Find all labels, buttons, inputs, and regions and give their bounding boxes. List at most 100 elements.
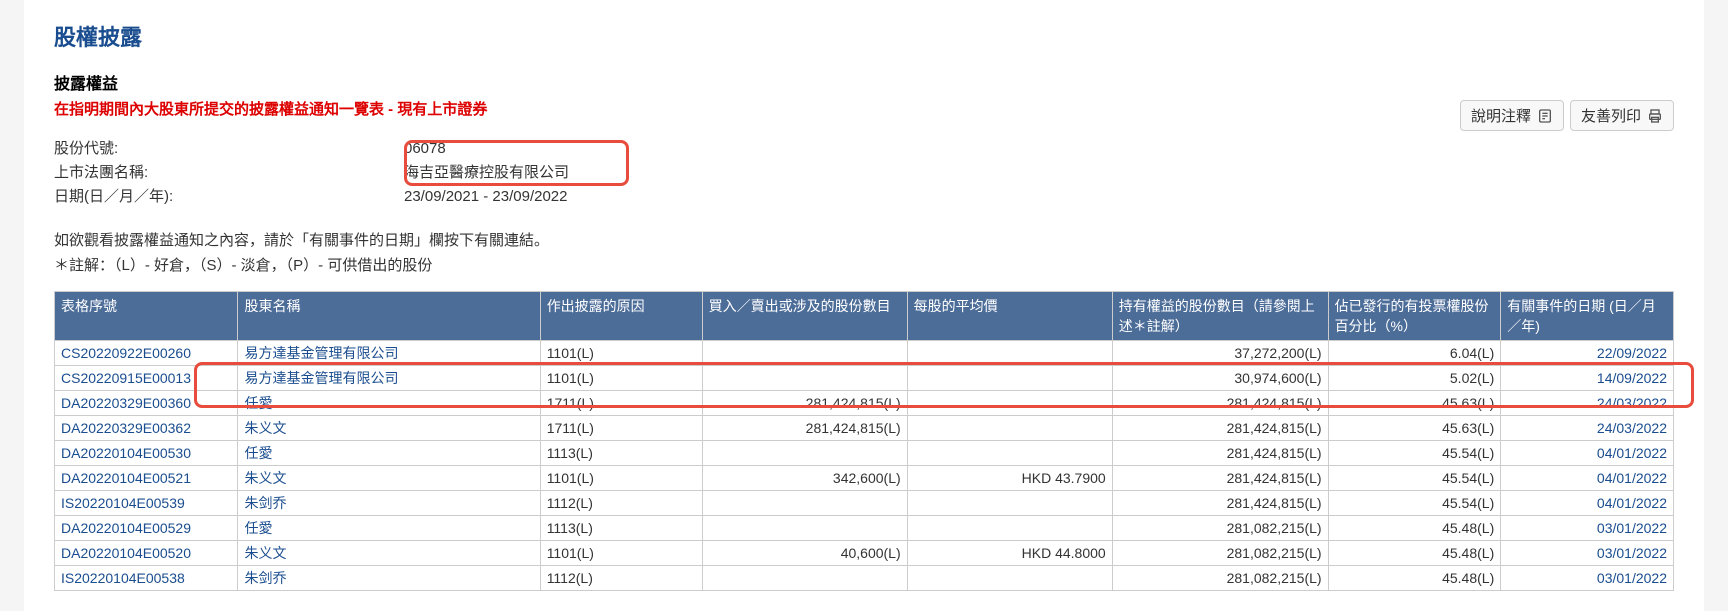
cell-form-no: CS20220922E00260 [55,341,238,366]
cell-form-no: DA20220104E00530 [55,441,238,466]
action-buttons: 說明注釋 友善列印 [1460,100,1674,131]
cell-form-no: DA20220104E00520 [55,541,238,566]
cell-form-no: DA20220104E00529 [55,516,238,541]
form-no-link[interactable]: DA20220104E00530 [61,445,191,461]
page-title: 股權披露 [54,20,1674,52]
cell-holding: 281,424,815(L) [1112,491,1328,516]
table-row: DA20220104E00521朱义文1101(L)342,600(L)HKD … [55,466,1674,491]
cell-avg-price [907,341,1112,366]
cell-pct: 45.48(L) [1328,516,1501,541]
form-no-link[interactable]: CS20220922E00260 [61,345,191,361]
cell-event-date: 03/01/2022 [1501,541,1674,566]
cell-shareholder: 易方達基金管理有限公司 [238,366,540,391]
cell-shareholder: 任愛 [238,441,540,466]
th-pct: 佔已發行的有投票權股份百分比（%） [1328,292,1501,341]
cell-shareholder: 朱义文 [238,466,540,491]
cell-shareholder: 朱义文 [238,416,540,441]
table-row: CS20220922E00260易方達基金管理有限公司1101(L)37,272… [55,341,1674,366]
form-no-link[interactable]: CS20220915E00013 [61,370,191,386]
cell-reason: 1112(L) [540,566,702,591]
cell-avg-price [907,391,1112,416]
cell-shareholder: 易方達基金管理有限公司 [238,341,540,366]
event-date-link[interactable]: 24/03/2022 [1597,420,1667,436]
event-date-link[interactable]: 22/09/2022 [1597,345,1667,361]
event-date-link[interactable]: 24/03/2022 [1597,395,1667,411]
shareholder-link[interactable]: 任愛 [244,395,272,411]
cell-holding: 281,424,815(L) [1112,391,1328,416]
form-no-link[interactable]: DA20220329E00362 [61,420,191,436]
shareholder-link[interactable]: 任愛 [244,520,272,536]
form-no-link[interactable]: IS20220104E00539 [61,495,185,511]
table-row: DA20220329E00362朱义文1711(L)281,424,815(L)… [55,416,1674,441]
event-date-link[interactable]: 04/01/2022 [1597,470,1667,486]
shareholder-link[interactable]: 朱义文 [244,545,286,561]
cell-form-no: IS20220104E00538 [55,566,238,591]
table-row: DA20220104E00530任愛1113(L)281,424,815(L)4… [55,441,1674,466]
cell-holding: 281,424,815(L) [1112,441,1328,466]
cell-reason: 1101(L) [540,541,702,566]
print-button[interactable]: 友善列印 [1570,100,1674,131]
table-row: DA20220329E00360任愛1711(L)281,424,815(L)2… [55,391,1674,416]
red-note: 在指明期間內大股東所提交的披露權益通知一覽表 - 現有上市證券 [54,98,1674,119]
cell-reason: 1101(L) [540,466,702,491]
form-no-link[interactable]: DA20220104E00529 [61,520,191,536]
cell-event-date: 04/01/2022 [1501,441,1674,466]
cell-shares: 281,424,815(L) [702,416,907,441]
cell-shares [702,441,907,466]
cell-avg-price [907,366,1112,391]
cell-reason: 1101(L) [540,341,702,366]
cell-pct: 45.48(L) [1328,566,1501,591]
form-no-link[interactable]: DA20220104E00521 [61,470,191,486]
cell-form-no: CS20220915E00013 [55,366,238,391]
cell-shareholder: 朱剑乔 [238,566,540,591]
event-date-link[interactable]: 04/01/2022 [1597,495,1667,511]
table-row: IS20220104E00539 朱剑乔 1112(L) 281,424,815(L)… [55,491,1674,516]
cell-pct: 45.63(L) [1328,416,1501,441]
form-no-link[interactable]: DA20220329E00360 [61,395,191,411]
cell-pct: 45.54(L) [1328,441,1501,466]
shareholder-link[interactable]: 任愛 [244,445,272,461]
event-date-link[interactable]: 04/01/2022 [1597,445,1667,461]
cell-form-no: IS20220104E00539 [55,491,238,516]
th-shareholder: 股東名稱 [238,292,540,341]
table-row: CS20220915E00013易方達基金管理有限公司1101(L)30,974… [55,366,1674,391]
shareholder-link[interactable]: 朱义文 [244,420,286,436]
cell-avg-price [907,566,1112,591]
cell-reason: 1711(L) [540,416,702,441]
legend-text: ＊註解：（L）- 好倉，（S）- 淡倉，（P）- 可供借出的股份 [54,254,1674,275]
cell-reason: 1113(L) [540,516,702,541]
table-row: DA20220104E00520朱义文1101(L)40,600(L)HKD 4… [55,541,1674,566]
explain-button[interactable]: 說明注釋 [1460,100,1564,131]
form-no-link[interactable]: DA20220104E00520 [61,545,191,561]
cell-pct: 45.54(L) [1328,466,1501,491]
cell-event-date: 14/09/2022 [1501,366,1674,391]
cell-shares [702,366,907,391]
cell-avg-price: HKD 43.7900 [907,466,1112,491]
event-date-link[interactable]: 14/09/2022 [1597,370,1667,386]
info-block: 股份代號: 06078 上市法團名稱: 海吉亞醫療控股有限公司 日期(日／月／年… [54,137,1674,209]
instruction-text: 如欲觀看披露權益通知之內容，請於「有關事件的日期」欄按下有關連結。 [54,229,1674,250]
stock-code-value: 06078 [404,137,1674,161]
cell-holding: 281,424,815(L) [1112,416,1328,441]
shareholder-link[interactable]: 朱剑乔 [244,570,286,586]
shareholder-link[interactable]: 易方達基金管理有限公司 [244,345,398,361]
shareholder-link[interactable]: 朱义文 [244,470,286,486]
event-date-link[interactable]: 03/01/2022 [1597,545,1667,561]
form-no-link[interactable]: IS20220104E00538 [61,570,185,586]
table-row: IS20220104E00538朱剑乔1112(L)281,082,215(L)… [55,566,1674,591]
shareholder-link[interactable]: 易方達基金管理有限公司 [244,370,398,386]
th-avg-price: 每股的平均價 [907,292,1112,341]
cell-holding: 281,082,215(L) [1112,541,1328,566]
cell-event-date: 03/01/2022 [1501,566,1674,591]
cell-shares: 40,600(L) [702,541,907,566]
cell-form-no: DA20220104E00521 [55,466,238,491]
event-date-link[interactable]: 03/01/2022 [1597,570,1667,586]
cell-shares [702,566,907,591]
company-value: 海吉亞醫療控股有限公司 [404,161,1674,185]
event-date-link[interactable]: 03/01/2022 [1597,520,1667,536]
cell-avg-price [907,416,1112,441]
shareholder-link[interactable]: 朱剑乔 [244,495,286,511]
th-holding: 持有權益的股份數目（請參閱上述＊註解） [1112,292,1328,341]
cell-reason: 1112(L) [540,491,702,516]
th-reason: 作出披露的原因 [540,292,702,341]
